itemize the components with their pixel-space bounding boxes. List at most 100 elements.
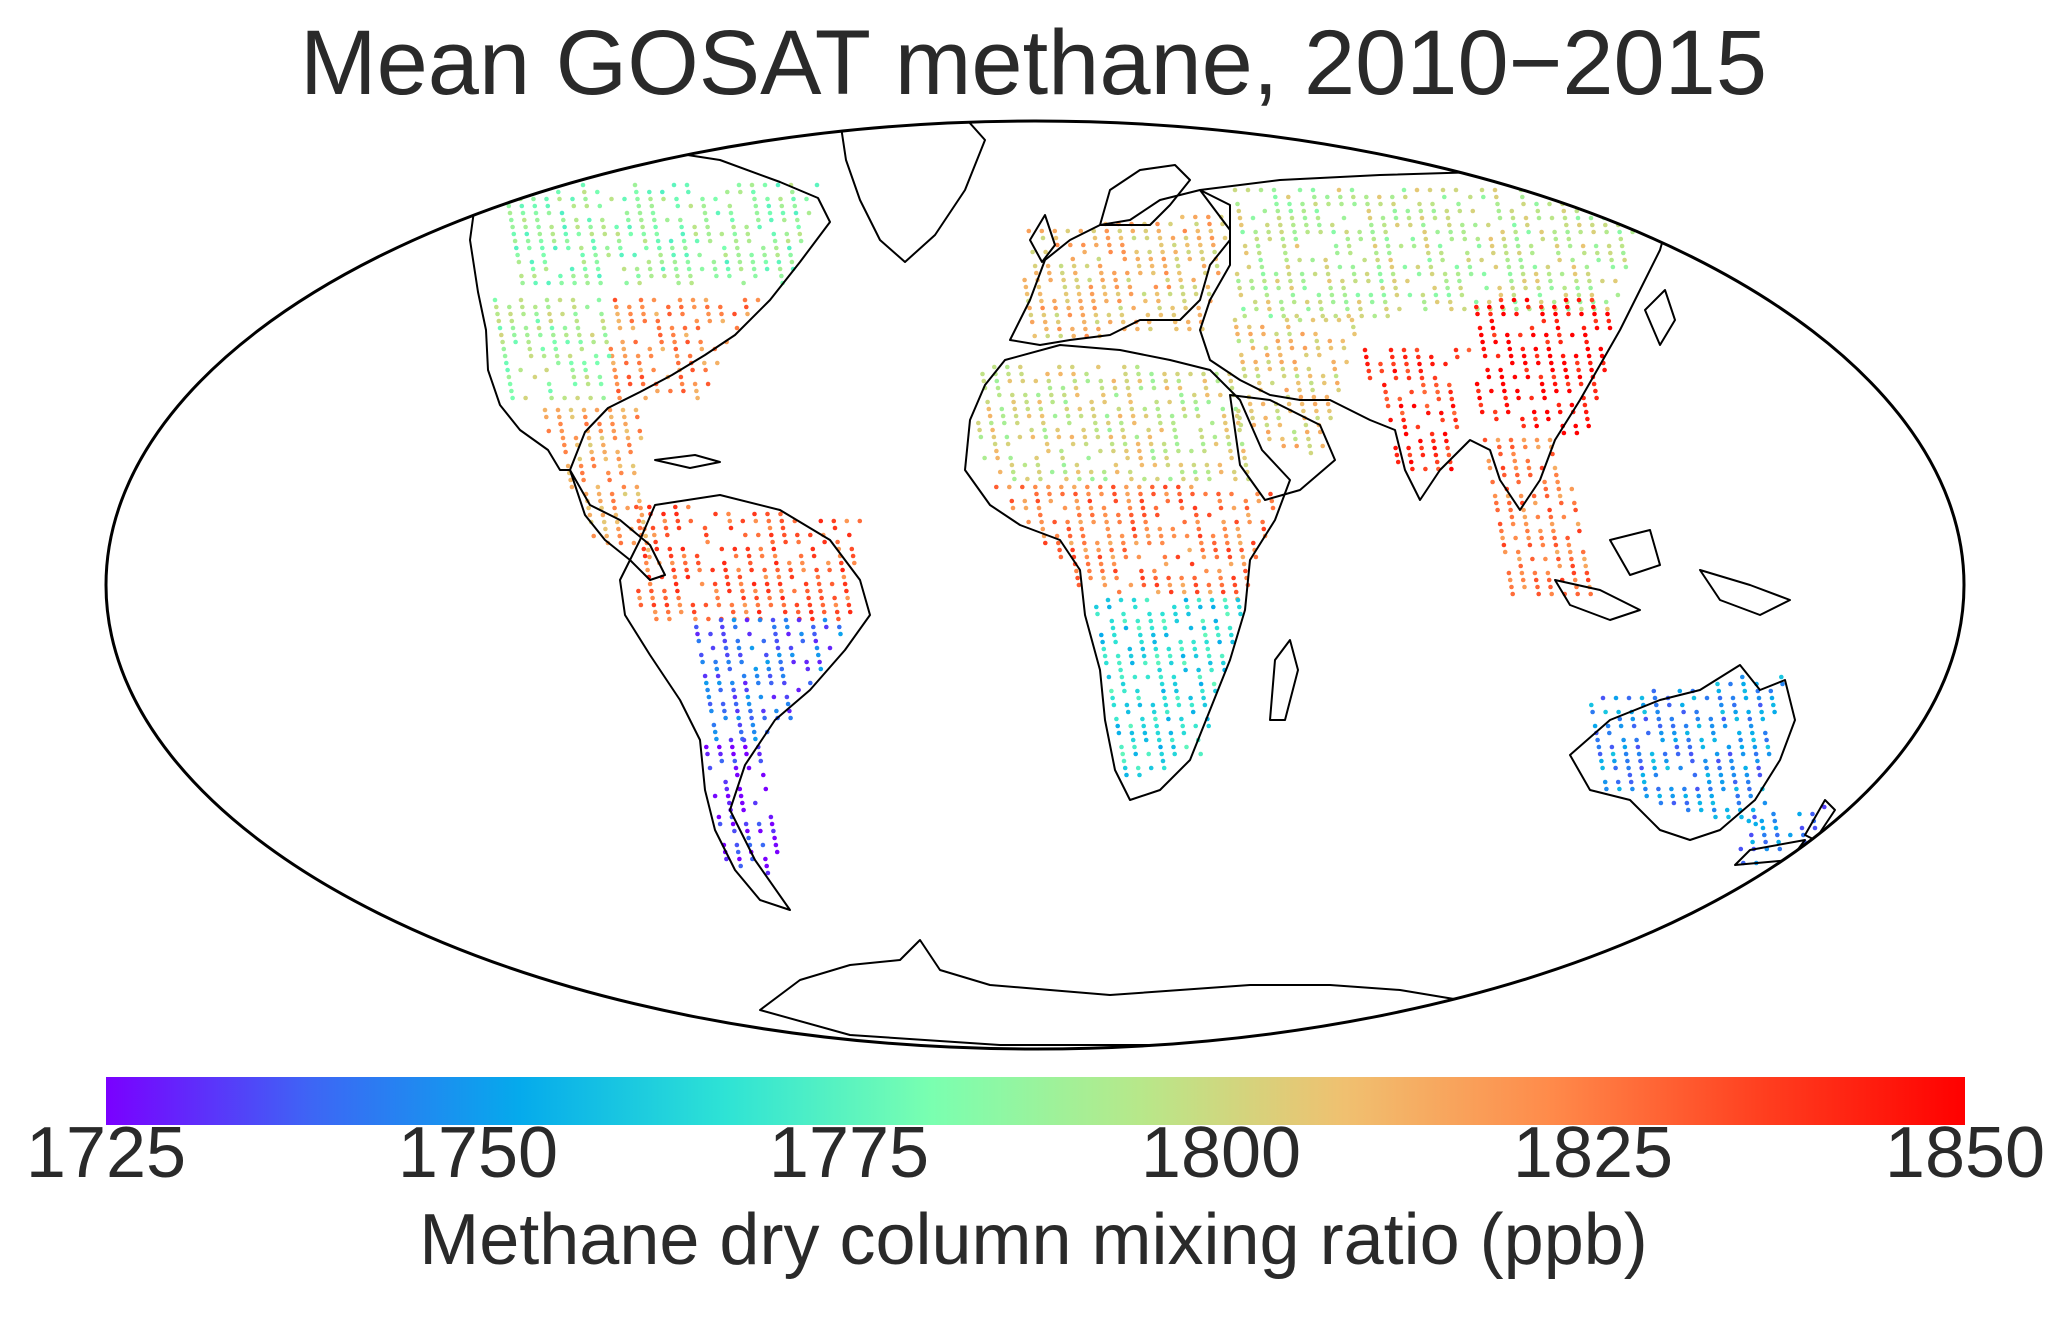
observation-point: [1302, 345, 1308, 351]
observation-point: [1479, 332, 1484, 338]
observation-point: [1257, 380, 1262, 386]
observation-point: [751, 729, 757, 735]
observation-point: [1548, 278, 1553, 284]
observation-point: [1432, 215, 1438, 221]
observation-point: [1405, 208, 1411, 214]
observation-point: [1708, 716, 1714, 722]
observation-point: [516, 259, 522, 265]
observation-point: [1222, 526, 1228, 532]
observation-point: [1169, 737, 1175, 743]
observation-point: [1097, 263, 1103, 269]
observation-point: [1314, 208, 1320, 214]
observation-point: [1379, 368, 1385, 374]
observation-point: [1205, 646, 1211, 652]
observation-point: [595, 266, 601, 272]
observation-point: [661, 511, 666, 517]
observation-point: [1305, 229, 1310, 235]
observation-point: [736, 182, 742, 188]
observation-point: [686, 504, 691, 510]
observation-point: [1330, 299, 1336, 305]
observation-point: [1173, 611, 1178, 617]
observation-point: [1488, 311, 1493, 317]
observation-point: [517, 189, 522, 195]
observation-point: [1124, 378, 1130, 384]
observation-point: [1133, 604, 1138, 610]
observation-point: [614, 381, 620, 387]
observation-point: [1114, 716, 1119, 722]
observation-point: [1259, 264, 1265, 270]
observation-point: [1090, 406, 1096, 412]
observation-point: [1544, 332, 1549, 338]
observation-point: [992, 364, 997, 370]
observation-point: [497, 325, 503, 331]
observation-point: [1104, 228, 1110, 234]
observation-point: [1366, 278, 1371, 284]
observation-point: [1216, 632, 1221, 638]
observation-point: [1350, 264, 1356, 270]
observation-point: [1287, 201, 1292, 207]
observation-point: [1181, 589, 1187, 595]
observation-point: [1494, 416, 1499, 422]
observation-point: [631, 540, 637, 546]
observation-point: [1674, 744, 1680, 750]
observation-point: [1417, 361, 1422, 367]
observation-point: [1596, 257, 1601, 263]
observation-point: [730, 680, 735, 686]
observation-point: [1566, 311, 1571, 317]
observation-point: [1178, 639, 1183, 645]
observation-point: [1606, 318, 1612, 324]
observation-point: [601, 442, 606, 448]
observation-point: [1548, 514, 1554, 520]
observation-point: [1555, 325, 1561, 331]
observation-point: [738, 652, 743, 658]
observation-point: [1176, 702, 1182, 708]
observation-point: [1625, 201, 1630, 207]
observation-point: [1320, 313, 1325, 319]
observation-point: [1486, 458, 1492, 464]
observation-point: [733, 765, 739, 771]
observation-point: [601, 395, 606, 401]
observation-point: [638, 435, 644, 441]
observation-point: [850, 553, 856, 559]
observation-point: [745, 231, 751, 237]
observation-point: [1682, 786, 1687, 792]
observation-point: [1536, 360, 1541, 366]
observation-point: [1242, 313, 1247, 319]
observation-point: [1431, 208, 1437, 214]
observation-point: [715, 595, 720, 601]
observation-point: [1502, 549, 1508, 555]
observation-point: [1617, 229, 1622, 235]
observation-point: [1073, 385, 1079, 391]
observation-point: [1110, 625, 1116, 631]
observation-point: [1556, 556, 1561, 562]
observation-point: [1426, 250, 1431, 256]
observation-point: [1531, 409, 1537, 415]
observation-point: [722, 708, 727, 714]
observation-point: [617, 463, 623, 469]
observation-point: [831, 518, 837, 524]
observation-point: [1760, 716, 1766, 722]
observation-point: [1054, 312, 1060, 318]
observation-point: [1301, 408, 1306, 414]
observation-point: [1418, 438, 1423, 444]
observation-point: [763, 574, 769, 580]
observation-point: [1237, 285, 1242, 291]
observation-point: [1745, 779, 1751, 785]
observation-point: [1538, 528, 1543, 534]
observation-point: [1176, 484, 1181, 490]
observation-point: [615, 449, 620, 455]
observation-point: [1177, 491, 1182, 497]
observation-point: [1231, 505, 1237, 511]
observation-point: [740, 588, 745, 594]
observation-point: [1137, 378, 1143, 384]
observation-point: [1191, 639, 1196, 645]
observation-point: [726, 511, 731, 517]
observation-point: [1052, 228, 1058, 234]
observation-point: [789, 574, 795, 580]
observation-point: [707, 765, 713, 771]
observation-point: [635, 414, 640, 420]
observation-point: [519, 203, 525, 209]
observation-point: [1190, 491, 1195, 497]
observation-point: [1627, 772, 1633, 778]
observation-point: [564, 238, 570, 244]
